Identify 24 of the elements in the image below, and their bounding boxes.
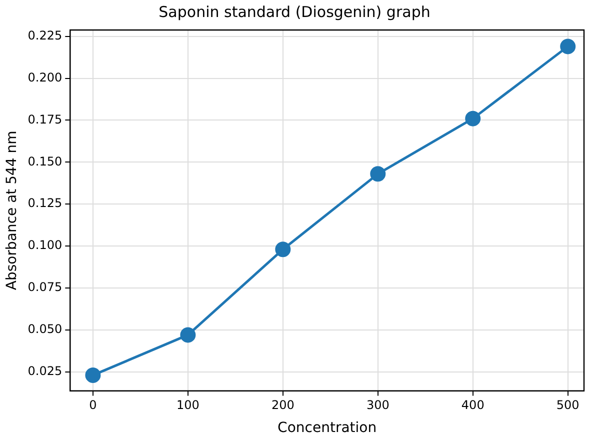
y-tick-label: 0.125 <box>28 196 62 210</box>
y-tick-label: 0.025 <box>28 364 62 378</box>
x-tick-label: 300 <box>366 398 390 412</box>
point <box>85 367 101 383</box>
y-tick-label: 0.050 <box>28 322 62 336</box>
point <box>560 38 576 54</box>
x-axis-title: Concentration <box>278 420 377 436</box>
x-tick-label: 200 <box>271 398 294 412</box>
chart-title: Saponin standard (Diosgenin) graph <box>158 2 430 21</box>
point <box>275 242 291 258</box>
y-tick-label: 0.200 <box>28 70 62 84</box>
y-axis-title: Absorbance at 544 nm <box>4 130 20 290</box>
x-tick-label: 0 <box>89 398 97 412</box>
y-tick-label: 0.100 <box>28 238 62 252</box>
x-tick-label: 100 <box>176 398 200 412</box>
y-tick-label: 0.150 <box>28 154 62 168</box>
point <box>370 166 386 182</box>
x-tick-label: 500 <box>556 398 580 412</box>
point <box>465 110 481 126</box>
y-tick-label: 0.075 <box>28 280 62 294</box>
y-tick-label: 0.225 <box>28 28 62 42</box>
y-tick-label: 0.175 <box>28 112 62 126</box>
x-tick-label: 400 <box>461 398 484 412</box>
point <box>180 327 196 343</box>
